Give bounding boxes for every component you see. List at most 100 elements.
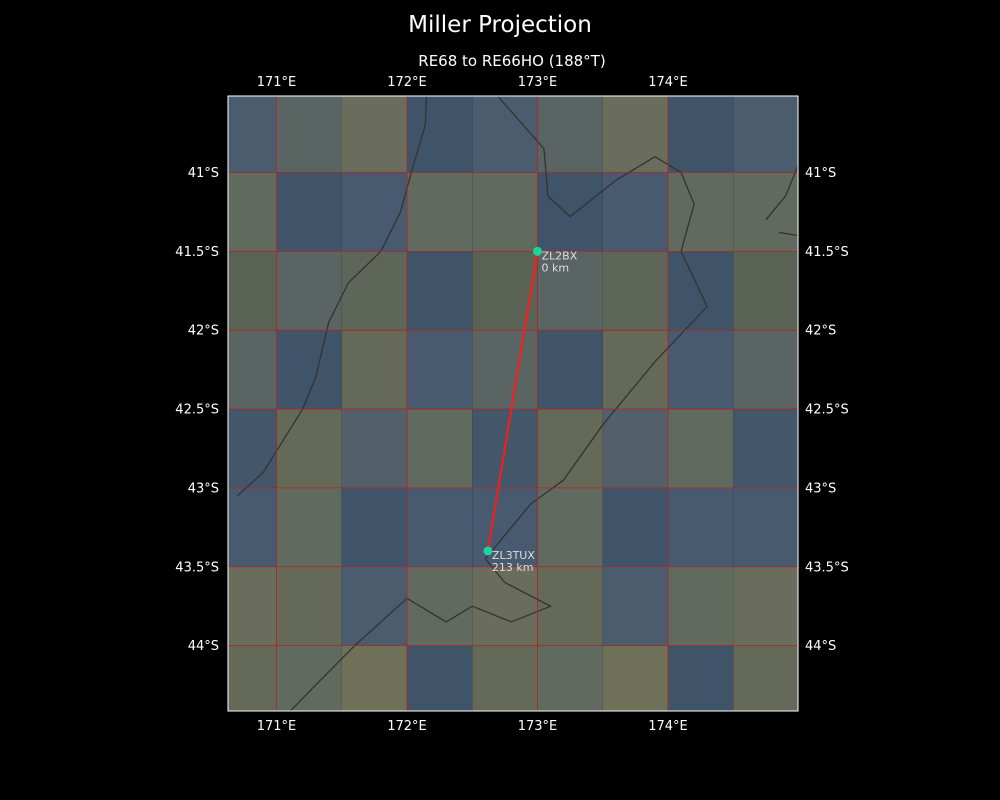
terrain-tile [341, 330, 407, 410]
station-name: ZL2BX [542, 249, 578, 262]
lon-label-top: 174°E [648, 75, 688, 90]
terrain-tile [341, 409, 407, 488]
lon-label-top: 172°E [387, 75, 427, 90]
terrain-tile [733, 172, 798, 252]
station-distance: 0 km [542, 261, 570, 274]
terrain-tile [602, 487, 668, 567]
terrain-tile [472, 645, 538, 711]
terrain-tile [733, 645, 798, 711]
terrain-tile [407, 566, 473, 646]
terrain-tile [228, 645, 277, 711]
terrain-tile [668, 409, 734, 488]
terrain-tile [472, 330, 538, 410]
coastline [236, 96, 798, 711]
terrain-tile [228, 172, 277, 252]
terrain-tile [276, 487, 342, 567]
terrain-tile [733, 409, 798, 488]
terrain-tile [341, 172, 407, 252]
terrain-tile [733, 96, 798, 173]
terrain-tile [228, 566, 277, 646]
terrain-tile [733, 330, 798, 410]
terrain-tile [668, 566, 734, 646]
terrain-tile [407, 330, 473, 410]
terrain-tile [472, 251, 538, 331]
lat-label-left: 41.5°S [175, 245, 219, 260]
terrain-tile [537, 172, 603, 252]
terrain-tile [472, 172, 538, 252]
lat-label-right: 43°S [805, 481, 836, 496]
terrain-tile [472, 566, 538, 646]
terrain-tile [228, 409, 277, 488]
lat-label-right: 41.5°S [805, 245, 849, 260]
terrain-tile [668, 330, 734, 410]
terrain-tile [602, 409, 668, 488]
terrain-tile [341, 96, 407, 173]
terrain-tile [537, 566, 603, 646]
terrain-tile [602, 645, 668, 711]
terrain-tile [341, 251, 407, 331]
axis-ticks: 171°E 171°E 172°E 172°E 173°E 173°E 174°E 174°E… [175, 75, 848, 734]
terrain-tile [407, 172, 473, 252]
lat-label-right: 44°S [805, 639, 836, 654]
lon-label-top: 173°E [518, 75, 558, 90]
lon-label-bottom: 172°E [387, 719, 427, 734]
coastline-segment [289, 96, 708, 711]
lon-label-top: 171°E [257, 75, 297, 90]
terrain-tile [276, 172, 342, 252]
terrain-tile [341, 566, 407, 646]
lat-label-left: 44°S [188, 639, 219, 654]
terrain-tile [228, 251, 277, 331]
terrain-tile [407, 251, 473, 331]
lon-label-bottom: 171°E [257, 719, 297, 734]
terrain-tile [537, 96, 603, 173]
terrain-tile [733, 487, 798, 567]
station-marker[interactable] [483, 546, 493, 556]
lat-label-left: 43°S [188, 481, 219, 496]
terrain-tile [276, 645, 342, 711]
coastline-segment [236, 96, 428, 497]
terrain-tile [537, 330, 603, 410]
terrain-tile [537, 251, 603, 331]
lat-label-left: 42.5°S [175, 403, 219, 418]
terrain-tile [407, 487, 473, 567]
terrain-tile [733, 566, 798, 646]
map-subtitle: RE68 to RE66HO (188°T) [418, 52, 606, 70]
terrain-tile [228, 487, 277, 567]
station-marker[interactable] [533, 246, 542, 256]
lon-label-bottom: 173°E [518, 719, 558, 734]
lat-label-right: 42°S [805, 324, 836, 339]
path-line [486, 251, 539, 552]
terrain-tile [341, 487, 407, 567]
terrain-tile [602, 251, 668, 331]
lon-label-bottom: 174°E [648, 719, 688, 734]
terrain-tile [668, 251, 734, 331]
station-distance: 213 km [492, 561, 534, 574]
terrain-tile [276, 330, 342, 410]
terrain-tile [733, 251, 798, 331]
terrain-tile [276, 566, 342, 646]
lat-label-right: 43.5°S [805, 560, 849, 575]
terrain-tile [602, 330, 668, 410]
terrain-tile [602, 96, 668, 173]
lat-label-right: 42.5°S [805, 403, 849, 418]
terrain-tile [537, 409, 603, 488]
terrain-tile [276, 251, 342, 331]
coastline-segment [765, 164, 798, 237]
lat-label-right: 41°S [805, 166, 836, 181]
station-name: ZL3TUX [492, 549, 535, 562]
terrain-tile [276, 409, 342, 488]
terrain-tile [228, 96, 277, 173]
terrain-tile [472, 96, 538, 173]
terrain-tile [668, 645, 734, 711]
lat-label-left: 43.5°S [175, 560, 219, 575]
terrain-tile [276, 96, 342, 173]
graticule [228, 96, 798, 711]
terrain-tile [668, 487, 734, 567]
terrain-tile [472, 487, 538, 567]
terrain-tile [668, 172, 734, 252]
lat-label-left: 41°S [188, 166, 219, 181]
terrain-tile [407, 96, 473, 173]
terrain-tile [537, 487, 603, 567]
